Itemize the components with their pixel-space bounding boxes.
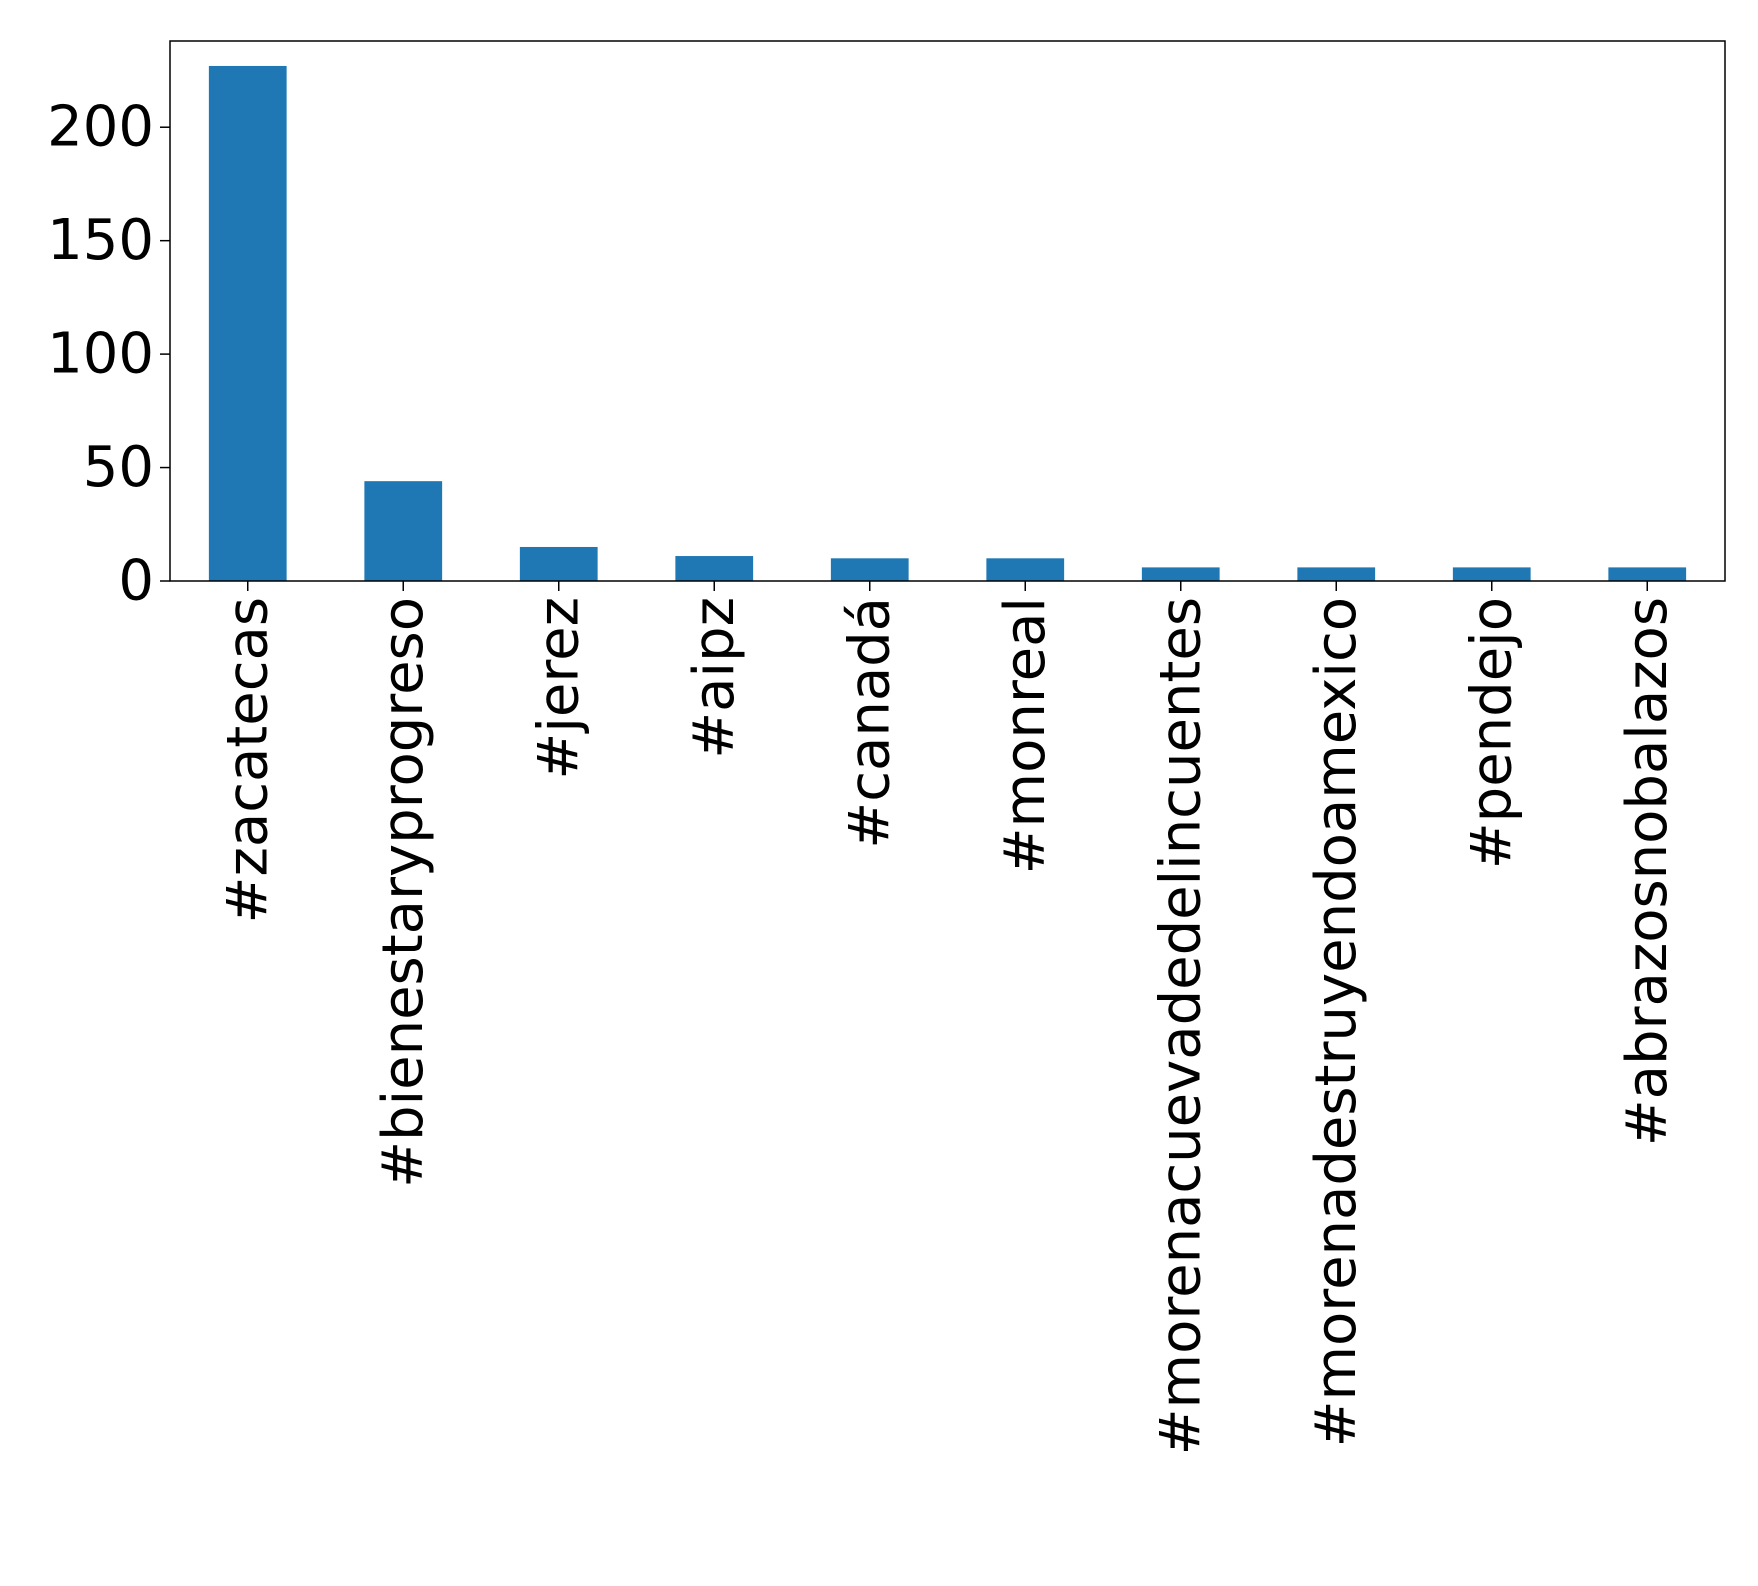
y-tick-label-1: 50 — [83, 435, 154, 500]
x-tick-label-7: #morenadestruyendoamexico — [1304, 597, 1369, 1447]
bar-8 — [1452, 567, 1531, 581]
x-axis: #zacatecas #bienestaryprogreso #jerez #aipz… — [215, 581, 1680, 1455]
bar-1 — [364, 481, 443, 581]
bar-2 — [519, 546, 598, 581]
bar-9 — [1608, 567, 1687, 581]
bar-6 — [1141, 567, 1220, 581]
x-tick-label-0: #zacatecas — [215, 597, 280, 923]
bar-7 — [1297, 567, 1376, 581]
plot-frame — [169, 40, 1726, 582]
x-tick-label-5: #monreal — [993, 597, 1058, 874]
x-tick-label-1: #bienestaryprogreso — [371, 597, 436, 1188]
y-axis: 0 50 100 150 200 — [47, 95, 170, 614]
y-tick-label-2: 100 — [47, 322, 154, 387]
x-tick-label-3: #aipz — [682, 597, 747, 759]
y-tick-label-4: 200 — [47, 95, 154, 160]
bar-0 — [208, 65, 287, 581]
bar-3 — [675, 556, 754, 581]
bar-4 — [830, 558, 909, 581]
bar-5 — [986, 558, 1065, 581]
x-tick-label-8: #pendejo — [1459, 597, 1524, 869]
y-tick-label-3: 150 — [47, 208, 154, 273]
bars — [208, 65, 1687, 581]
y-tick-label-0: 0 — [118, 549, 154, 614]
x-tick-label-9: #abrazosnobalazos — [1615, 597, 1680, 1146]
x-tick-label-4: #canadá — [837, 597, 902, 849]
x-tick-label-2: #jerez — [526, 597, 591, 780]
x-tick-label-6: #morenacuevadedelincuentes — [1148, 597, 1213, 1455]
